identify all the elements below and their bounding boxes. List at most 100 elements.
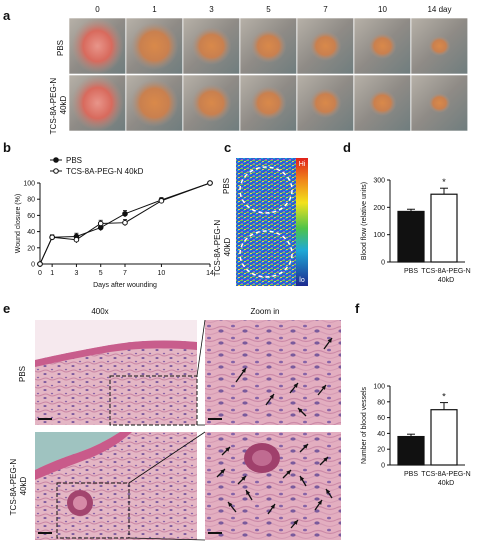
chartD-y-tick-label: 200 <box>373 205 385 212</box>
wound-spot <box>130 79 179 127</box>
wound-spot <box>250 86 287 120</box>
wound-photo-r1-c1 <box>125 74 184 132</box>
vessel-arrow-head <box>293 383 298 388</box>
vessel-arrows-tcs <box>216 443 333 529</box>
wound-photo-border <box>125 17 184 75</box>
vessel-arrow-head <box>286 470 291 475</box>
chart-b-legend-marker <box>53 157 59 163</box>
doppler-wound-outline-pbs <box>239 166 293 214</box>
panel-e-col-title-zoom: Zoom in <box>251 307 280 316</box>
wound-spot <box>71 18 124 74</box>
doppler-color-scale <box>296 158 308 286</box>
chart-b-point <box>73 236 80 243</box>
wound-spot <box>428 36 451 56</box>
wound-photo-border <box>182 17 241 75</box>
wound-photo-border <box>125 74 184 132</box>
vessel-arrow-head <box>326 489 331 494</box>
panel-c-row-label-tcs-mw: 40kD <box>223 237 232 256</box>
wound-photo-r0-c2 <box>182 17 241 75</box>
chartF-bar-1 <box>430 409 458 466</box>
wound-photo-r0-c3 <box>239 17 298 75</box>
chart-b-y-tick-label: 60 <box>27 213 35 220</box>
wound-closure-chart: 0 20 40 60 80 100 0 1 3 5 7 10 14 Days after wounding… <box>15 156 214 289</box>
day-label-6: 14 day <box>427 5 451 14</box>
wound-photo-r0-c4 <box>296 17 355 75</box>
panel-e-col-title-400x: 400x <box>91 307 108 316</box>
wound-spot <box>368 33 397 59</box>
blood-vessels-chart: 0 20 40 60 80 100 Number of blood vessels PBS TC… <box>361 384 471 488</box>
vessel-arrow-head <box>225 447 230 452</box>
histology-pbs-zoom-box <box>109 375 198 426</box>
wound-spot <box>191 84 232 122</box>
chart-b-point <box>122 219 128 226</box>
vessel-arrow-head <box>241 368 246 373</box>
laser-doppler-image: Hi lo <box>236 158 308 286</box>
chart-b-point <box>37 261 43 267</box>
panel-f-label: f <box>355 301 360 316</box>
wound-photo-r1-c5 <box>353 74 412 132</box>
histology-tcs-400x-epidermis <box>35 432 132 480</box>
panel-e-row-label-pbs: PBS <box>18 366 27 382</box>
chartD-category-label-1: TCS-8A-PEG-N 40kD <box>421 268 470 284</box>
wound-photo-r0-c6 <box>410 17 469 75</box>
chartF-y-tick-label: 20 <box>377 447 385 454</box>
chart-b-y-tick-label: 0 <box>31 262 35 269</box>
chartF-category-label-0: PBS <box>404 471 418 478</box>
vessel-arrow-head <box>293 520 298 525</box>
histology-tcs-zoom <box>205 432 341 540</box>
day-label-3: 5 <box>266 5 271 14</box>
vessel-arrow-head <box>317 500 322 505</box>
histology-tcs-zoom-box <box>56 482 130 539</box>
chart-b-legend-entry: PBS <box>66 156 82 165</box>
histology-tcs-400x-vessel-lumen <box>73 496 87 510</box>
panel-a-label: a <box>3 8 11 23</box>
chartF-category-label-1: TCS-8A-PEG-N 40kD <box>421 471 470 487</box>
chartF-bar-0 <box>397 435 425 466</box>
histology-tcs-400x <box>35 432 197 540</box>
histology-pbs-400x-background <box>35 320 197 360</box>
vessel-arrow-head <box>269 394 274 399</box>
histology-tcs-scale-bar <box>38 532 52 534</box>
chartD-y-label: Blood flow (relative units) <box>361 182 368 260</box>
wound-photo-r0-c5 <box>353 17 412 75</box>
chartD-y-tick-label: 300 <box>373 178 385 185</box>
chartF-y-label: Number of blood vessels <box>361 386 368 464</box>
wound-photo-border <box>410 17 469 75</box>
chartF-y-tick-label: 40 <box>377 431 385 438</box>
wound-photo-border <box>68 17 127 75</box>
vessel-arrows-pbs <box>235 337 333 417</box>
histology-pbs-400x <box>35 320 198 426</box>
panel-c-label: c <box>224 140 231 155</box>
panel-a-row-label-tcs-mw: 40kD <box>59 95 68 114</box>
histology-tcs-zoom-scale-bar <box>208 532 222 534</box>
blood-flow-chart: 0 100 200 300 Blood flow (relative units) PBS… <box>361 177 471 284</box>
wound-spot <box>191 27 232 65</box>
chart-b-point <box>122 210 128 217</box>
vessel-arrow-head <box>228 502 233 507</box>
chartF-category-label-1-mw: 40kD <box>438 480 454 487</box>
chart-b-point <box>158 198 165 204</box>
wound-photo-border <box>410 74 469 132</box>
panel-c-row-label-tcs: TCS-8A-PEG-N 40kD <box>213 218 232 277</box>
wound-spot <box>250 29 287 63</box>
wound-spot <box>368 90 397 116</box>
wound-photo-border <box>68 74 127 132</box>
wound-spot <box>309 88 342 118</box>
chartF-y-tick-label: 60 <box>377 415 385 422</box>
chart-b-y-tick-label: 80 <box>27 197 35 204</box>
chart-b-legend-entry: TCS-8A-PEG-N 40kD <box>66 167 144 176</box>
wound-spot <box>428 93 451 113</box>
day-label-4: 7 <box>323 5 328 14</box>
vessel-arrow-head <box>220 469 225 474</box>
chart-b-x-tick-label: 3 <box>74 270 78 277</box>
wound-spot <box>130 22 179 70</box>
day-label-0: 0 <box>95 5 100 14</box>
chartD-y-tick-label: 100 <box>373 232 385 239</box>
chart-b-x-tick-label: 7 <box>123 270 127 277</box>
chartF-y-tick-label: 0 <box>381 463 385 470</box>
chart-b-legend-marker <box>53 168 59 174</box>
panel-e-row-label-tcs-mw: 40kD <box>19 476 28 495</box>
chartD-category-label-0: PBS <box>404 268 418 275</box>
chartF-category-label-1-name: TCS-8A-PEG-N <box>421 471 470 478</box>
vessel-arrow-head <box>300 476 305 481</box>
